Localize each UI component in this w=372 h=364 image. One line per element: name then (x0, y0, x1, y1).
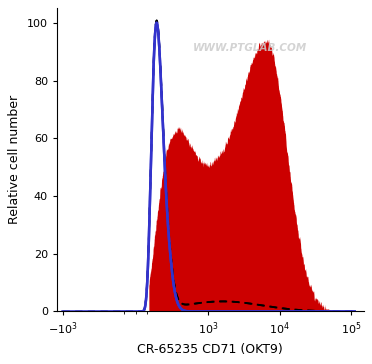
Text: WWW.PTGLAB.COM: WWW.PTGLAB.COM (193, 43, 307, 53)
X-axis label: CR-65235 CD71 (OKT9): CR-65235 CD71 (OKT9) (137, 343, 283, 356)
Y-axis label: Relative cell number: Relative cell number (8, 95, 21, 225)
